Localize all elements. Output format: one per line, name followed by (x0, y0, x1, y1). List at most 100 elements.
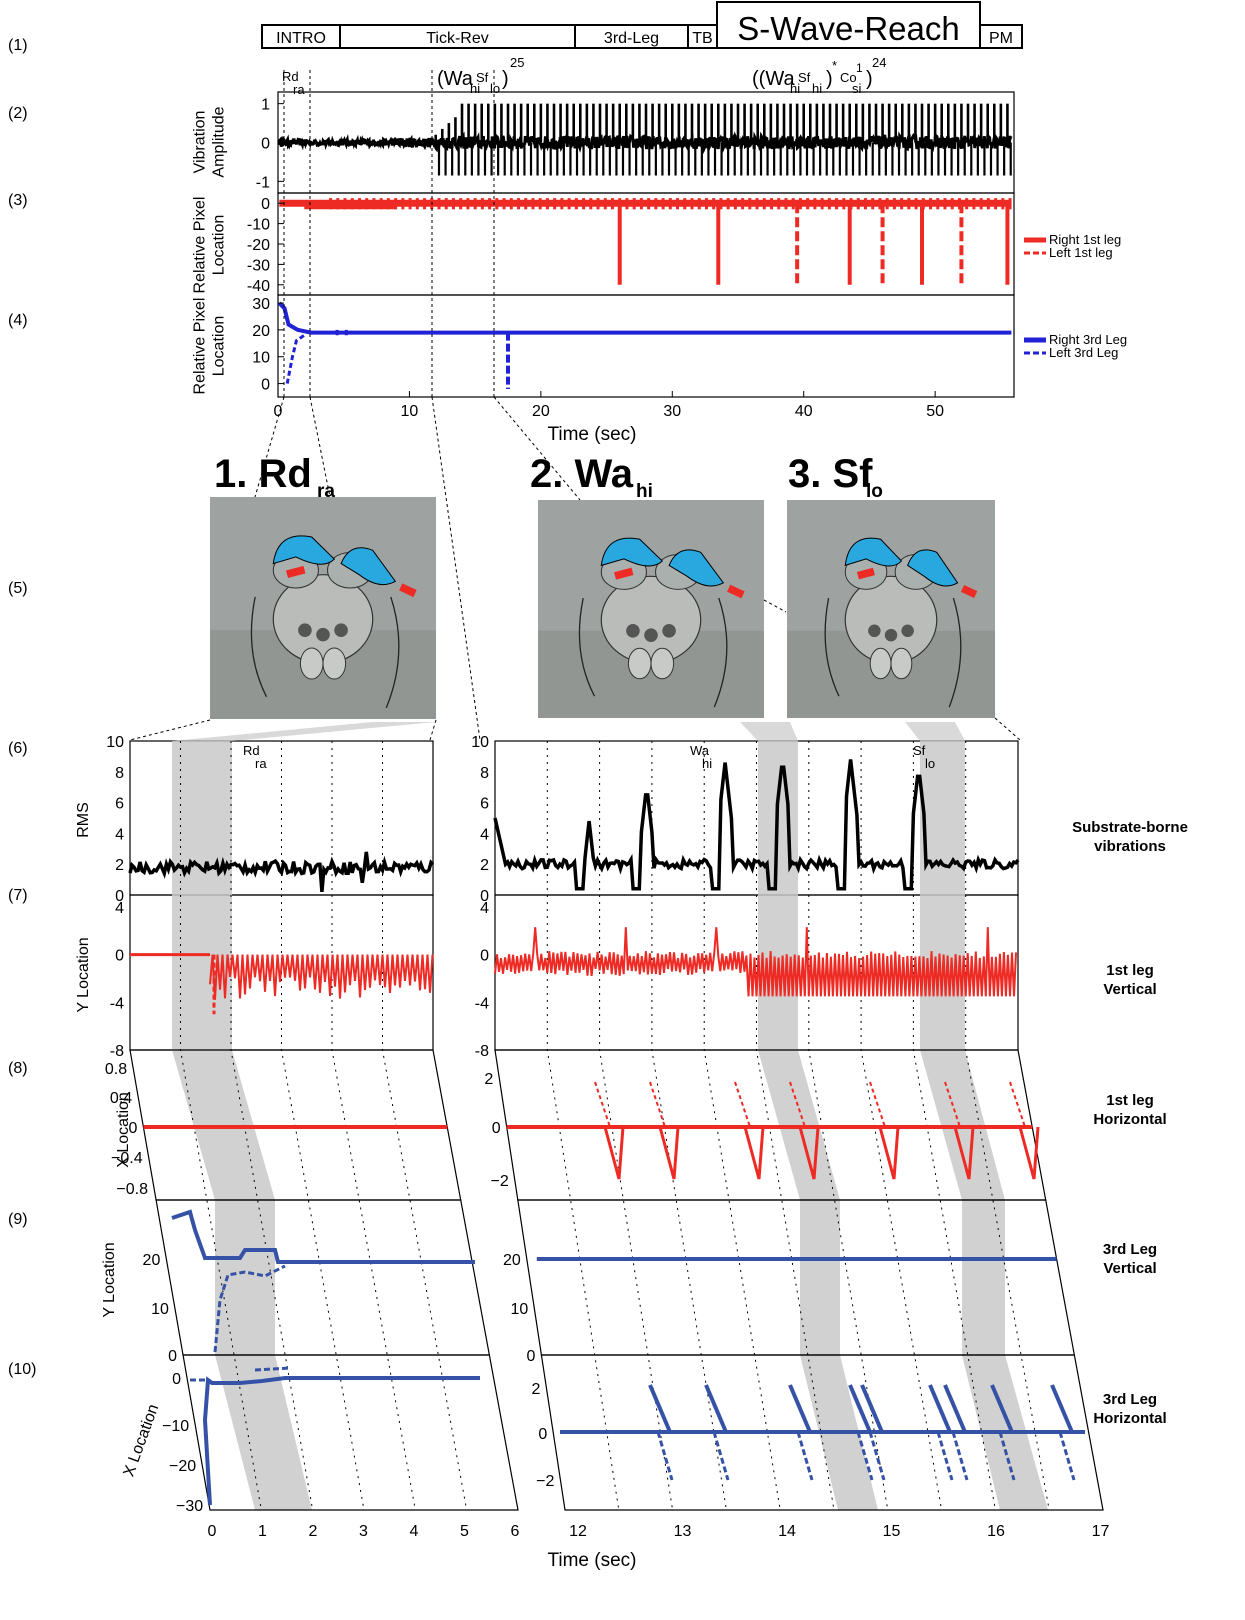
segment-label: TB (692, 30, 712, 47)
side-label: Substrate-borne (1072, 819, 1188, 836)
x-tick-label: 3 (359, 1523, 368, 1540)
svg-text:Y Location: Y Location (75, 937, 92, 1012)
third-leg-pixel-trace (277, 301, 1012, 389)
leg-spike (658, 1126, 680, 1180)
y-tick-label: 0 (128, 1120, 137, 1137)
x-tick-label: 14 (778, 1523, 796, 1540)
connector (129, 719, 211, 741)
y-tick-label: 0 (168, 1348, 177, 1365)
row-label: (4) (8, 312, 28, 329)
y-tick-label: −30 (176, 1498, 203, 1515)
photo-title-3-sub: lo (866, 481, 883, 502)
x-axis-label: Time (sec) (547, 424, 636, 445)
y-tick-label: 10 (106, 734, 124, 751)
legend-entry: Left 3rd Leg (1049, 345, 1118, 360)
seq2-co: Co (840, 70, 857, 85)
connector (994, 717, 1021, 741)
seq1-close: ) (502, 68, 509, 90)
svg-text:3. Sf: 3. Sf (788, 452, 873, 496)
row-label: (7) (8, 887, 28, 904)
side-label: Horizontal (1093, 1111, 1166, 1128)
side-label: 1st leg (1106, 1092, 1154, 1109)
svg-text:Y Location: Y Location (101, 1242, 118, 1317)
seq2-open: ((Wa (752, 68, 795, 90)
x-tick-label: 16 (987, 1523, 1005, 1540)
side-label: Vertical (1103, 981, 1156, 998)
y-tick-label: 8 (115, 765, 124, 782)
y-tick-label: 0 (538, 1426, 547, 1443)
leg-spike (953, 1126, 975, 1180)
y-tick-label: -1 (256, 174, 270, 191)
panel-frame (277, 294, 1015, 398)
y-tick-label: 6 (115, 796, 124, 813)
panel-frame (182, 1354, 519, 1511)
shade-label: Rd (243, 743, 260, 758)
sequence-annotations: Rd ra (Wa hi Sf lo ) 25 ((Wa hi Sf hi ) … (282, 55, 886, 97)
shade-label: Wa (690, 743, 710, 758)
y-axis-label: RMS (75, 802, 92, 838)
svg-text:1. Rd: 1. Rd (214, 452, 312, 496)
y-tick-label: 0 (261, 136, 270, 153)
y-tick-label: 1 (261, 97, 270, 114)
y-tick-label: 20 (143, 1252, 161, 1269)
svg-text:Vibration: Vibration (192, 111, 209, 174)
side-label: Vertical (1103, 1260, 1156, 1277)
first-leg-marker (907, 549, 959, 587)
y-tick-label: -4 (110, 995, 124, 1012)
side-label: Horizontal (1093, 1410, 1166, 1427)
connector (309, 396, 331, 498)
rms-trace-left (128, 851, 435, 893)
svg-text:RMS: RMS (75, 802, 92, 838)
seq2-close2: ) (866, 68, 873, 90)
shade-label: Sf (913, 743, 926, 758)
seq2-star: * (832, 58, 837, 73)
spider-photo (787, 500, 995, 718)
behavior-segment-bar: INTRO Tick-Rev 3rd-Leg TB S-Wave-Reach PM (261, 1, 1023, 49)
y-tick-label: 0 (172, 1371, 181, 1388)
leg-spike (603, 1126, 625, 1180)
x-tick-label: 0 (274, 403, 283, 420)
spider-photo (538, 500, 764, 718)
legend-entry: Left 1st leg (1049, 245, 1113, 260)
x-tick-label: 13 (674, 1523, 692, 1540)
x-tick-label: 12 (569, 1523, 587, 1540)
x-axis-label: Time (sec) (547, 1550, 636, 1571)
y-tick-label: 20 (252, 323, 270, 340)
segment-label: INTRO (276, 30, 326, 47)
y-axis-label: Relative Pixel Location (192, 298, 228, 395)
rms-trace-right (493, 759, 1020, 891)
row-label: (9) (8, 1211, 28, 1228)
leg-spike (860, 1384, 884, 1433)
y-tick-label: 4 (480, 900, 489, 917)
x-tick-label: 4 (410, 1523, 419, 1540)
row-label: (10) (8, 1361, 36, 1378)
x-tick-label: 5 (460, 1523, 469, 1540)
x-tick-label: 17 (1092, 1523, 1110, 1540)
row-label: (5) (8, 580, 28, 597)
seq2-exp: 24 (872, 55, 886, 70)
svg-text:Location: Location (211, 215, 228, 276)
y-tick-label: -8 (110, 1043, 124, 1060)
y-tick-label: 0 (480, 888, 489, 905)
vibration-trace (277, 103, 1013, 176)
y-tick-label: −0.8 (116, 1181, 148, 1198)
y-tick-label: 6 (480, 796, 489, 813)
leg-spike (943, 1384, 967, 1433)
spider-photo (210, 497, 436, 719)
photo-title-2: 2. Wa (530, 452, 634, 496)
y-tick-label: -8 (475, 1043, 489, 1060)
y-tick-label: −2 (536, 1473, 554, 1490)
y-axis-label: Vibration Amplitude (192, 106, 228, 177)
first-leg-marker (600, 537, 664, 567)
first-leg-pixel-trace (279, 198, 1012, 285)
side-label: 1st leg (1106, 962, 1154, 979)
y-tick-label: -30 (247, 257, 270, 274)
photo-title-3: 3. Sf (788, 452, 873, 496)
y-tick-label: 4 (115, 900, 124, 917)
x-tick-label: 10 (401, 403, 419, 420)
y-tick-label: 4 (480, 826, 489, 843)
seq1-exp: 25 (510, 55, 524, 70)
y-tick-label: 2 (115, 857, 124, 874)
